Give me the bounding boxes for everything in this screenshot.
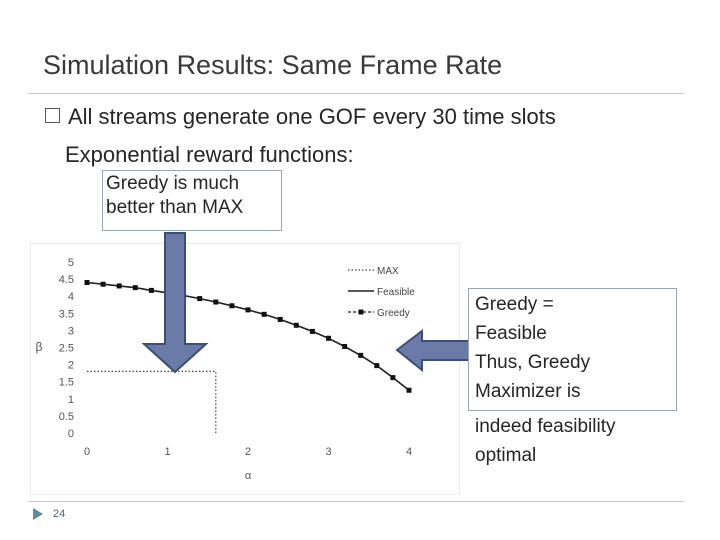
y-tick-label: 4 <box>68 291 74 303</box>
chart-image: 0 0.5 1 1.5 2 2.5 3 3.5 4 4.5 5 0 1 2 3 4 MAX Feasible G… <box>29 242 461 496</box>
y-tick-label: 2.5 <box>59 343 74 355</box>
y-tick-label: 0 <box>68 428 74 440</box>
callout-line: indeed feasibility <box>475 416 616 437</box>
x-tick-label: 0 <box>84 446 90 458</box>
callout-line: Greedy = <box>475 294 554 315</box>
y-tick-label: 1 <box>68 394 74 406</box>
page-number: 24 <box>53 508 66 520</box>
y-tick-label: 0.5 <box>59 411 74 423</box>
series-greedy-marker <box>181 293 187 299</box>
callout-line: Greedy is much <box>106 173 240 194</box>
legend-marker-greedy <box>358 309 364 315</box>
series-greedy-marker <box>293 322 299 328</box>
y-tick-label: 2 <box>68 360 74 372</box>
callout-greedy-feasible-tail: indeed feasibility optimal <box>468 412 675 470</box>
title-divider <box>28 93 684 94</box>
series-greedy-marker <box>132 285 138 291</box>
x-tick-label: 2 <box>245 446 251 458</box>
x-axis-label: α <box>245 470 252 482</box>
y-tick-label: 3 <box>68 325 74 337</box>
callout-line: Maximizer is <box>475 381 581 402</box>
y-tick-label: 1.5 <box>59 377 74 389</box>
legend-label: Feasible <box>377 287 415 298</box>
legend-label: MAX <box>377 266 399 277</box>
legend-label: Greedy <box>377 308 410 319</box>
series-greedy-marker <box>84 280 90 286</box>
bullet-item: All streams generate one GOF every 30 ti… <box>45 104 556 130</box>
callout-line: Feasible <box>475 323 547 344</box>
series-greedy-marker <box>213 299 219 305</box>
callout-greedy-feasible: Greedy = Feasible Thus, Greedy Maximizer… <box>468 288 677 411</box>
series-greedy-marker <box>390 375 396 381</box>
series-greedy-marker <box>374 363 380 369</box>
callout-line: optimal <box>475 445 537 466</box>
bullet-text: All streams generate one GOF every 30 ti… <box>68 104 556 129</box>
series-greedy-marker <box>148 287 154 293</box>
x-tick-label: 3 <box>325 446 331 458</box>
series-max-line <box>87 370 217 433</box>
series-greedy-marker <box>100 281 106 287</box>
slide-title: Simulation Results: Same Frame Rate <box>43 50 503 80</box>
series-greedy-marker <box>277 316 283 322</box>
bullet-square-icon <box>45 108 60 123</box>
series-greedy-marker <box>229 303 235 309</box>
series-greedy-marker <box>326 335 331 341</box>
line-chart: 0 0.5 1 1.5 2 2.5 3 3.5 4 4.5 5 0 1 2 3 4 MAX Feasible G… <box>29 242 461 496</box>
y-axis-label: β <box>36 340 43 354</box>
series-greedy-marker <box>197 296 203 302</box>
y-tick-label: 5 <box>68 257 74 269</box>
y-tick-label: 3.5 <box>59 308 74 320</box>
series-greedy-marker <box>358 352 364 358</box>
series-greedy-marker <box>245 307 251 313</box>
callout-line: better than MAX <box>106 197 244 218</box>
y-tick-label: 4.5 <box>59 274 74 286</box>
x-tick-label: 1 <box>164 446 170 458</box>
series-greedy-marker <box>309 328 315 334</box>
callout-greedy-vs-max: Greedy is much better than MAX <box>102 170 282 231</box>
series-greedy-marker <box>165 290 170 296</box>
series-greedy-marker <box>406 387 412 393</box>
footer-divider <box>28 501 684 502</box>
x-tick-label: 4 <box>406 446 412 458</box>
series-greedy-marker <box>116 283 122 289</box>
sub-bullet-text: Exponential reward functions: <box>65 142 354 167</box>
footer-triangle-icon <box>33 508 43 520</box>
series-greedy-marker <box>261 311 267 317</box>
callout-line: Thus, Greedy <box>475 352 591 373</box>
series-greedy-marker <box>342 343 348 349</box>
